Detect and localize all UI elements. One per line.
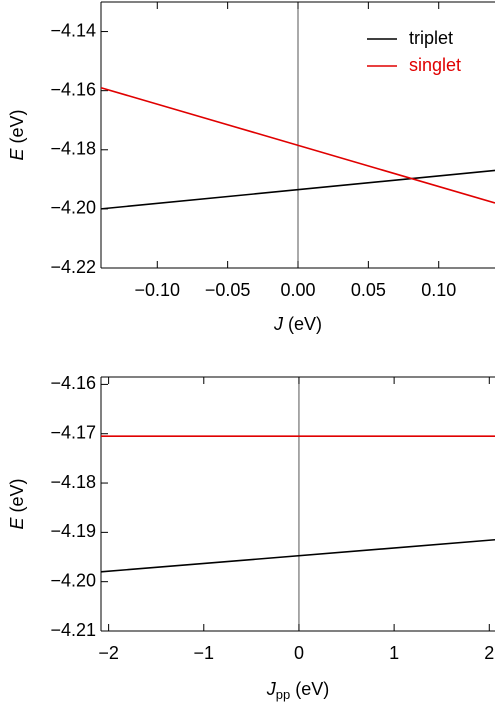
x-tick-label: 0.10 (421, 280, 456, 300)
y-tick-label: −4.16 (50, 79, 96, 99)
y-label-unit: (eV) (7, 109, 27, 143)
x-tick-label: −2 (98, 643, 119, 663)
legend-label: triplet (409, 28, 453, 48)
x-label-unit: (eV) (288, 314, 322, 334)
x-tick-label: 1 (389, 643, 399, 663)
x-tick-label: 0.05 (351, 280, 386, 300)
y-tick-label: −4.16 (50, 373, 96, 393)
x-axis-label: J (eV) (273, 314, 322, 334)
y-axis-label: E (eV) (7, 109, 27, 160)
series-line (100, 538, 495, 573)
plot: −4.21 −4.20 −4.19 −4.18 −4.17 −4.16 −2 −1 0 1 2 Jpp… (7, 373, 495, 702)
x-tick-label: −1 (194, 643, 215, 663)
y-label-unit: (eV) (7, 478, 27, 512)
y-axis-label: E (eV) (7, 478, 27, 529)
legend-label: singlet (409, 55, 461, 75)
x-label-symbol: J (266, 679, 277, 699)
y-tick-label: −4.18 (50, 139, 96, 159)
y-tick-label: −4.18 (50, 472, 96, 492)
x-axis-label: Jpp (eV) (266, 679, 330, 703)
x-label-unit: (eV) (295, 679, 329, 699)
x-tick-label: 2 (484, 643, 494, 663)
y-tick-label: −4.20 (50, 570, 96, 590)
x-label-subscript: pp (276, 687, 290, 702)
plot: −4.22 −4.20 −4.18 −4.16 −4.14 −0.10 −0.05 0.00 0… (7, 1, 495, 334)
x-label-symbol: J (273, 314, 284, 334)
y-tick-label: −4.17 (50, 422, 96, 442)
x-tick-label: −0.05 (205, 280, 251, 300)
x-tick-label: 0.00 (280, 280, 315, 300)
y-label-symbol: E (7, 148, 27, 161)
y-tick-label: −4.20 (50, 198, 96, 218)
y-label-symbol: E (7, 517, 27, 530)
y-tick-label: −4.14 (50, 20, 96, 40)
series-line (100, 169, 495, 210)
x-tick-label: 0 (294, 643, 304, 663)
y-tick-label: −4.19 (50, 521, 96, 541)
y-tick-label: −4.21 (50, 620, 96, 640)
y-tick-label: −4.22 (50, 257, 96, 277)
series-line (100, 86, 495, 204)
x-tick-label: −0.10 (135, 280, 181, 300)
